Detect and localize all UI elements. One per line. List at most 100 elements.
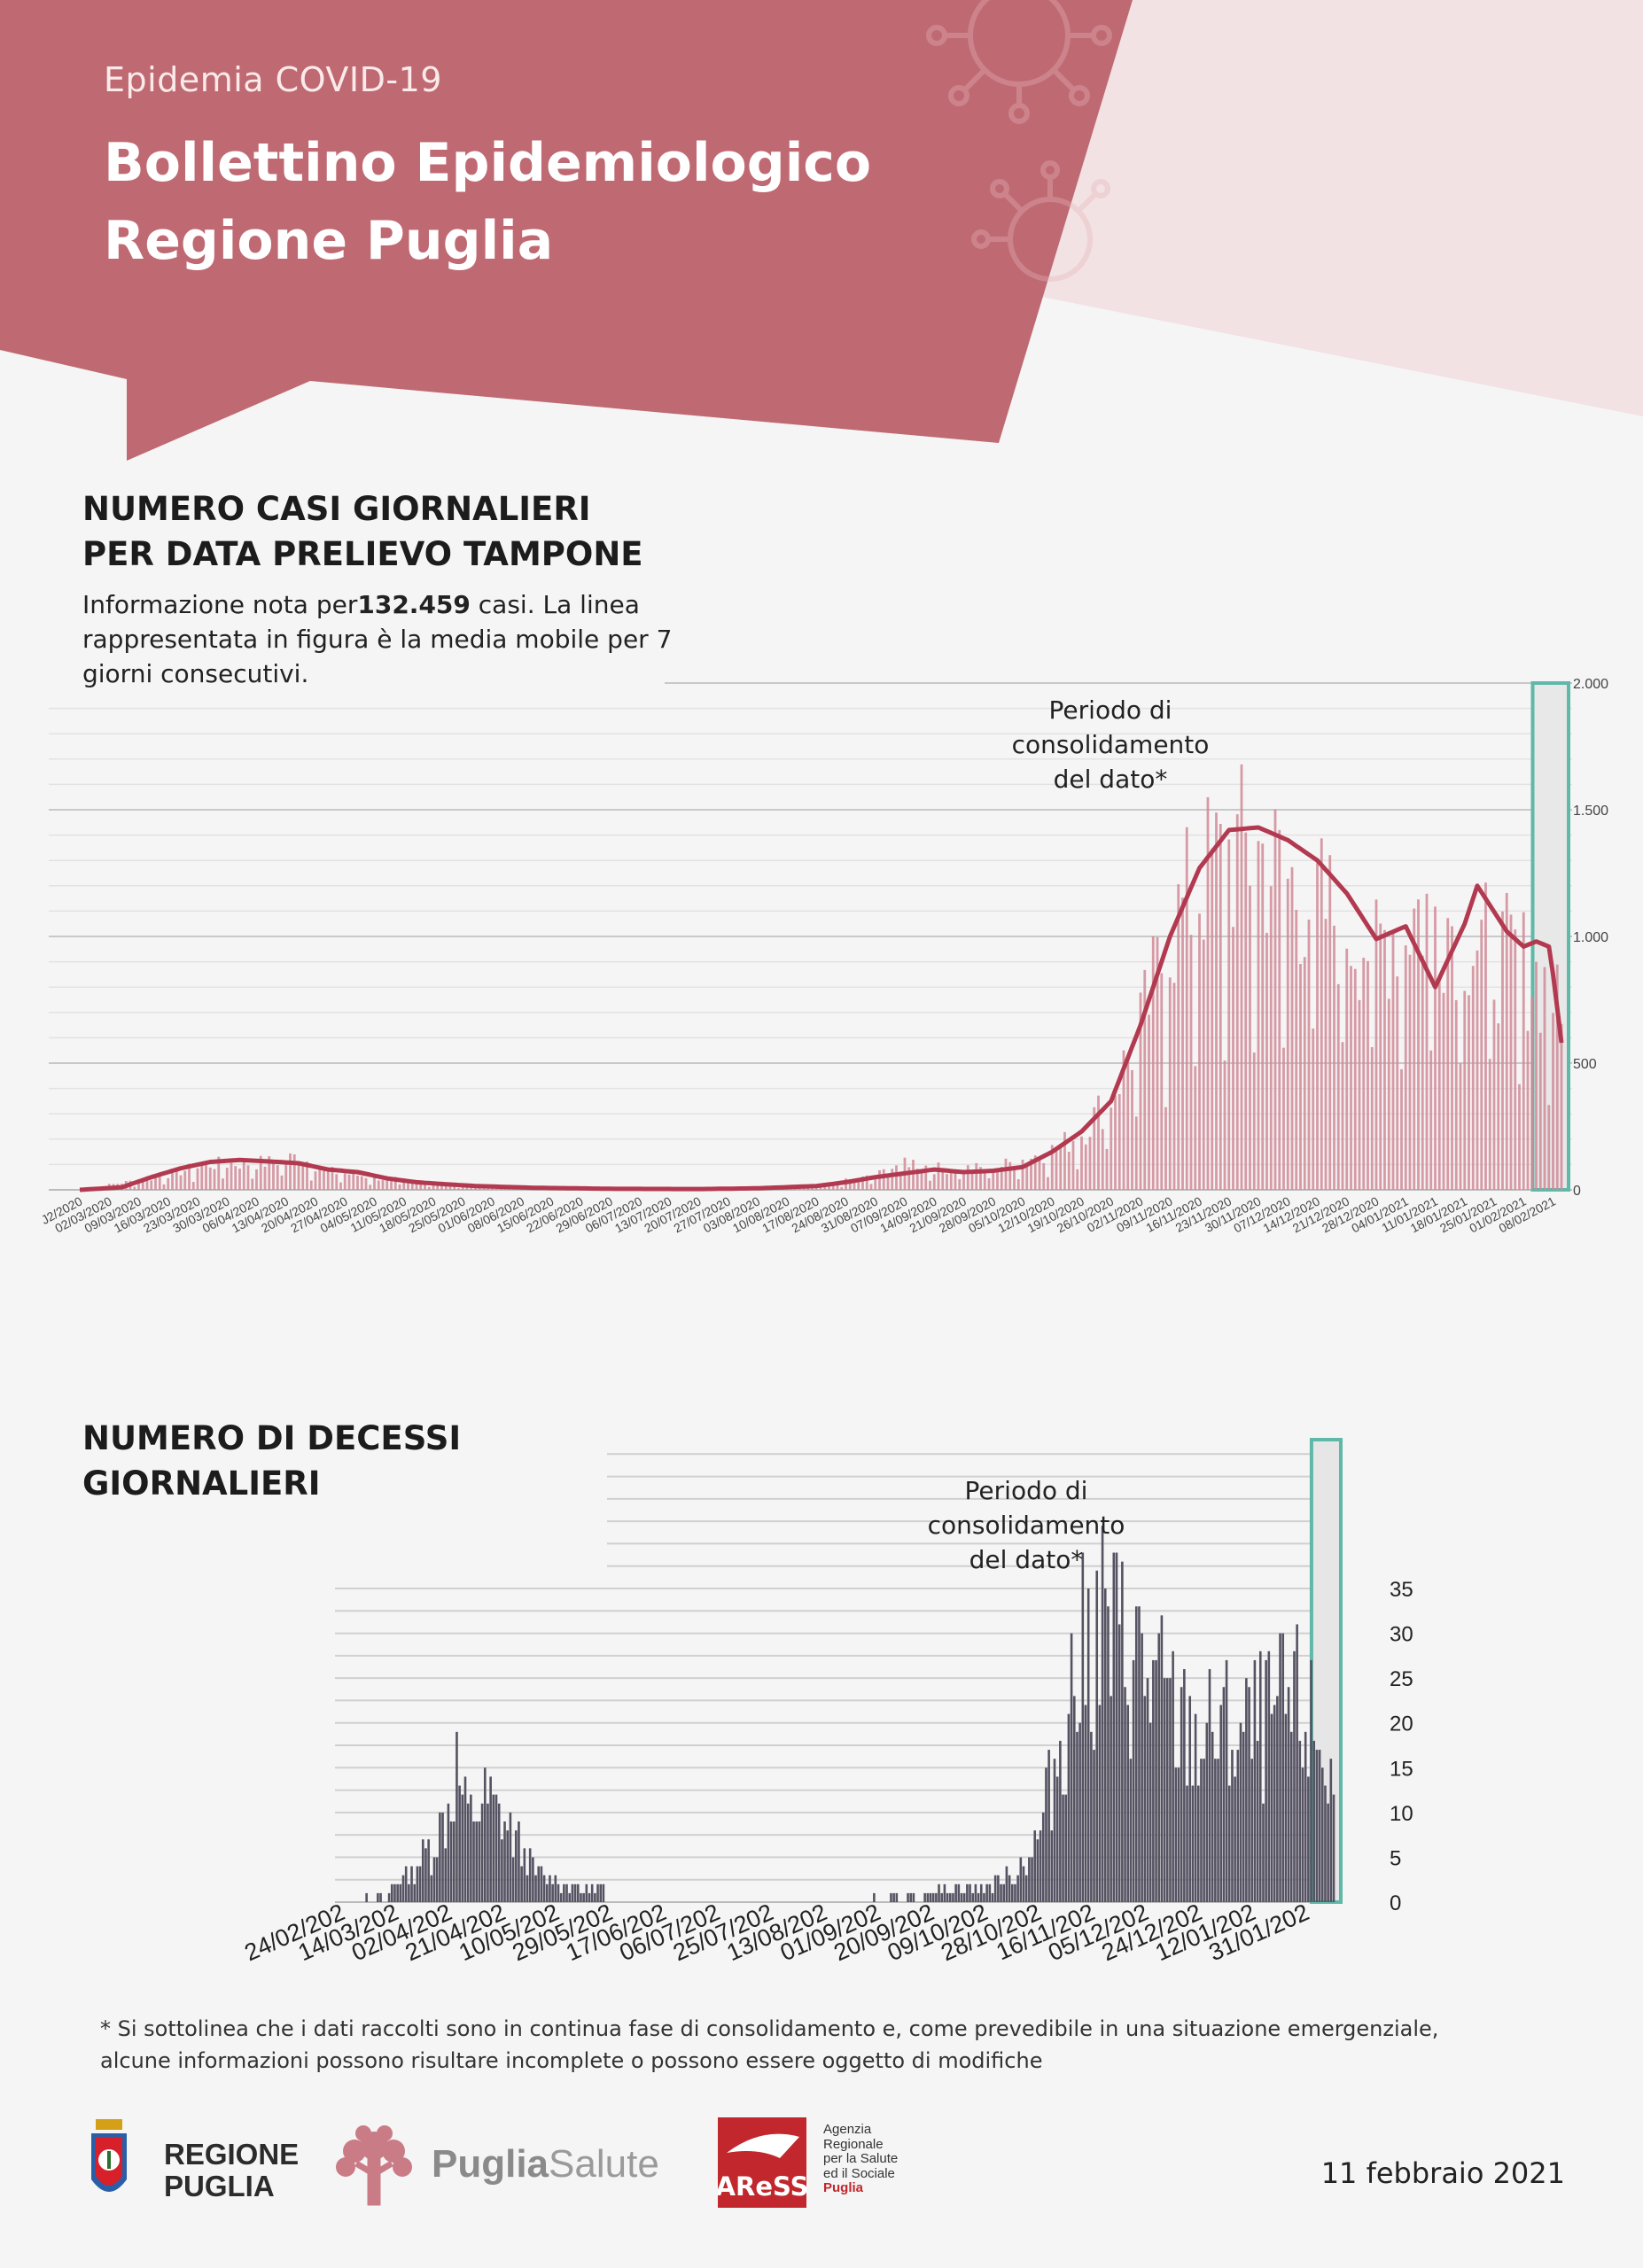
daily-death-bar xyxy=(997,1875,1000,1902)
daily-death-bar xyxy=(1270,1713,1273,1902)
daily-death-bar xyxy=(1093,1750,1095,1902)
daily-death-bar xyxy=(478,1821,481,1902)
daily-death-bar xyxy=(1045,1767,1047,1902)
daily-case-bar xyxy=(1114,1095,1117,1190)
daily-case-bar xyxy=(424,1183,426,1190)
daily-case-bar xyxy=(373,1175,376,1190)
daily-death-bar xyxy=(1256,1740,1259,1902)
moving-average-line xyxy=(79,825,1564,1192)
daily-case-bar xyxy=(1240,764,1243,1190)
daily-case-bar xyxy=(1244,832,1248,1190)
daily-death-bar xyxy=(432,1857,436,1902)
daily-case-bar xyxy=(1219,823,1222,1190)
tree-icon xyxy=(336,2125,412,2206)
daily-case-bar xyxy=(962,1171,965,1190)
aress-line3: per la Salute xyxy=(823,2151,899,2166)
cases-chart: 05001.0001.5002.000J2/202002/03/202009/0… xyxy=(39,677,1608,1236)
daily-death-bar xyxy=(503,1821,506,1902)
daily-case-bar xyxy=(1126,1058,1130,1190)
page-title: Bollettino Epidemiologico Regione Puglia xyxy=(104,124,871,280)
daily-case-bar xyxy=(263,1166,267,1190)
daily-death-bar xyxy=(387,1892,391,1902)
daily-case-bar xyxy=(996,1169,999,1190)
daily-case-bar xyxy=(1021,1159,1024,1190)
daily-case-bar xyxy=(811,1187,814,1190)
pugliasalute-logo: PugliaSalute xyxy=(432,2142,659,2186)
daily-death-bar xyxy=(912,1892,915,1902)
daily-death-bar xyxy=(551,1884,554,1902)
daily-case-bar xyxy=(1189,935,1193,1190)
daily-death-bar xyxy=(466,1803,470,1902)
daily-case-bar xyxy=(1084,1144,1087,1190)
aress-line5: Puglia xyxy=(823,2180,864,2195)
y-tick-label: 10 xyxy=(1390,1802,1413,1826)
pugliasalute-part-a: Puglia xyxy=(432,2142,549,2186)
daily-case-bar xyxy=(1328,855,1332,1190)
daily-death-bar xyxy=(960,1892,963,1902)
daily-death-bar xyxy=(483,1767,487,1902)
cases-total-value: 132.459 xyxy=(357,590,471,619)
daily-death-bar xyxy=(931,1892,935,1902)
daily-death-bar xyxy=(907,1892,909,1902)
daily-case-bar xyxy=(1514,929,1517,1190)
daily-case-bar xyxy=(1194,1066,1197,1190)
footnote-line2: alcune informazioni possono risultare in… xyxy=(100,2048,1043,2073)
daily-case-bar xyxy=(323,1167,325,1190)
daily-death-bar xyxy=(1262,1803,1265,1902)
daily-case-bar xyxy=(183,1170,187,1190)
daily-death-bar xyxy=(1169,1678,1172,1902)
daily-death-bar xyxy=(1208,1669,1211,1902)
aress-line2: Regionale xyxy=(823,2136,884,2152)
daily-case-bar xyxy=(1463,990,1467,1190)
daily-death-bar xyxy=(1225,1659,1228,1902)
daily-death-bar xyxy=(1267,1651,1271,1902)
consolidation-annotation: consolidamento xyxy=(1012,730,1210,759)
daily-case-bar xyxy=(1391,933,1395,1190)
cases-desc-before: Informazione nota per xyxy=(82,590,358,619)
daily-case-bar xyxy=(141,1181,144,1190)
daily-death-bar xyxy=(439,1812,441,1902)
daily-case-bar xyxy=(1480,920,1483,1190)
daily-case-bar xyxy=(1232,927,1234,1190)
daily-death-bar xyxy=(938,1884,940,1902)
daily-case-bar xyxy=(343,1173,347,1190)
daily-case-bar xyxy=(941,1168,945,1190)
daily-death-bar xyxy=(1143,1696,1147,1902)
daily-death-bar xyxy=(1124,1687,1126,1902)
daily-death-bar xyxy=(909,1892,913,1902)
daily-case-bar xyxy=(1143,969,1147,1190)
daily-case-bar xyxy=(1417,899,1420,1190)
daily-case-bar xyxy=(1468,995,1470,1190)
daily-case-bar xyxy=(339,1182,342,1190)
daily-death-bar xyxy=(487,1803,489,1902)
daily-death-bar xyxy=(943,1884,946,1902)
y-tick-label: 0 xyxy=(1390,1891,1401,1915)
daily-case-bar xyxy=(1249,885,1251,1190)
daily-death-bar xyxy=(977,1892,980,1902)
daily-case-bar xyxy=(932,1174,936,1190)
daily-death-bar xyxy=(1059,1740,1062,1902)
cases-title-line2: PER DATA PRELIEVO TAMPONE xyxy=(82,535,643,573)
daily-case-bar xyxy=(377,1180,380,1190)
daily-death-bar xyxy=(365,1892,368,1902)
daily-death-bar xyxy=(1329,1759,1333,1902)
daily-death-bar xyxy=(1010,1884,1014,1902)
daily-death-bar xyxy=(582,1892,585,1902)
daily-case-bar xyxy=(1374,899,1378,1190)
daily-case-bar xyxy=(878,1169,881,1190)
daily-death-bar xyxy=(390,1884,393,1902)
daily-case-bar xyxy=(848,1179,852,1190)
daily-case-bar xyxy=(1509,914,1513,1190)
daily-case-bar xyxy=(326,1169,330,1190)
daily-case-bar xyxy=(402,1178,406,1190)
daily-death-bar xyxy=(413,1884,417,1902)
daily-death-bar xyxy=(971,1892,975,1902)
daily-case-bar xyxy=(200,1165,204,1190)
daily-case-bar xyxy=(381,1179,385,1190)
daily-case-bar xyxy=(487,1187,490,1190)
daily-death-bar xyxy=(890,1892,892,1902)
daily-case-bar xyxy=(175,1167,178,1190)
y-tick-label: 0 xyxy=(1573,1184,1581,1199)
daily-case-bar xyxy=(1404,945,1407,1190)
